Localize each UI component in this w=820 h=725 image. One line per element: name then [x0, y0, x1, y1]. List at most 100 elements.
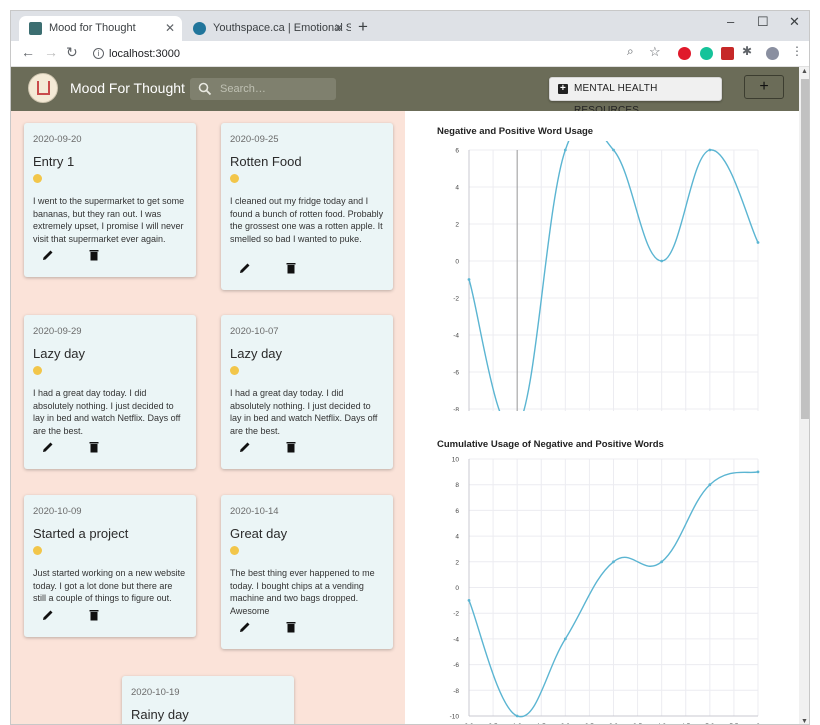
close-window-icon[interactable]: ✕: [789, 14, 800, 29]
cumulative-usage-chart[interactable]: 10 8 6 4 2 0 -2 -4 -6 -8 -10 0.0 0.5 1.0 1.5 2.0 2.5 3.0 3…: [405, 454, 799, 725]
tab-close-icon[interactable]: ✕: [333, 21, 344, 35]
delete-trash-icon[interactable]: [88, 441, 100, 453]
y-tick-label: -10: [450, 714, 460, 721]
edit-pencil-icon[interactable]: [42, 249, 54, 261]
x-tick-label: 2.5: [585, 723, 594, 725]
opera-extension-icon[interactable]: [678, 47, 691, 60]
data-point: [660, 560, 664, 564]
entry-card[interactable]: 2020-10-14 Great day The best thing ever…: [221, 495, 393, 649]
delete-trash-icon[interactable]: [88, 249, 100, 261]
entry-card[interactable]: 2020-10-09 Started a project Just starte…: [24, 495, 196, 637]
data-point: [756, 241, 760, 244]
data-point: [612, 560, 615, 564]
delete-trash-icon[interactable]: [285, 621, 297, 633]
data-point: [467, 278, 471, 281]
data-point: [708, 148, 712, 152]
url-field[interactable]: i localhost:3000: [91, 44, 731, 64]
minimize-icon[interactable]: –: [727, 14, 735, 29]
entry-card[interactable]: 2020-10-19 Rainy day: [122, 676, 294, 724]
tab-mood-for-thought[interactable]: Mood for Thought ✕: [19, 16, 182, 41]
page-scrollbar[interactable]: ▲ ▼: [799, 67, 809, 725]
new-tab-icon[interactable]: +: [358, 17, 368, 36]
browser-window: Mood for Thought ✕ Youthspace.ca | Emoti…: [10, 10, 810, 725]
tab-close-icon[interactable]: ✕: [164, 21, 175, 35]
edit-pencil-icon[interactable]: [239, 621, 251, 633]
y-tick-label: -2: [453, 296, 459, 303]
zoom-icon[interactable]: ⌕: [627, 44, 634, 58]
wordpress-favicon-icon: [193, 22, 206, 35]
y-tick-label: -2: [453, 611, 459, 618]
entry-title: Great day: [230, 526, 288, 541]
tab-youthspace[interactable]: Youthspace.ca | Emotional Suppo ✕: [183, 16, 351, 41]
y-tick-label: 0: [455, 585, 459, 592]
y-tick-label: 0: [455, 259, 459, 266]
search-icon: [198, 82, 212, 96]
entry-card[interactable]: 2020-09-25 Rotten Food I cleaned out my …: [221, 123, 393, 290]
scrollbar-thumb[interactable]: [801, 79, 809, 419]
mood-emoji-icon: [230, 174, 239, 183]
scroll-up-icon[interactable]: ▲: [801, 68, 808, 75]
entry-date: 2020-09-25: [230, 134, 279, 145]
delete-trash-icon[interactable]: [285, 441, 297, 453]
scroll-down-icon[interactable]: ▼: [801, 718, 808, 725]
delete-trash-icon[interactable]: [88, 609, 100, 621]
browser-menu-icon[interactable]: ⋮: [791, 44, 803, 58]
y-tick-label: -8: [453, 688, 459, 695]
tab-bar: Mood for Thought ✕ Youthspace.ca | Emoti…: [11, 11, 809, 41]
x-tick-label: 3.5: [633, 723, 642, 725]
y-tick-label: 2: [455, 222, 459, 229]
chart-title: Cumulative Usage of Negative and Positiv…: [437, 439, 664, 450]
reload-icon[interactable]: ↻: [66, 44, 78, 60]
search-box[interactable]: [190, 78, 336, 100]
edit-pencil-icon[interactable]: [42, 609, 54, 621]
mental-health-resources-button[interactable]: + MENTAL HEALTH RESOURCES: [549, 77, 722, 116]
forward-icon[interactable]: →: [44, 44, 58, 60]
add-box-icon: +: [558, 83, 568, 94]
mood-emoji-icon: [33, 546, 42, 555]
y-tick-label: -4: [453, 636, 459, 643]
back-icon[interactable]: ←: [21, 44, 35, 60]
edit-pencil-icon[interactable]: [239, 262, 251, 274]
mood-emoji-icon: [33, 366, 42, 375]
extensions-puzzle-icon[interactable]: ✱: [742, 44, 753, 58]
edit-pencil-icon[interactable]: [42, 441, 54, 453]
entry-card[interactable]: 2020-09-29 Lazy day I had a great day to…: [24, 315, 196, 469]
search-input[interactable]: [218, 78, 332, 100]
grammarly-extension-icon[interactable]: [700, 47, 713, 60]
add-entry-button[interactable]: +: [744, 75, 784, 99]
x-tick-label: 3.0: [609, 723, 618, 725]
mood-emoji-icon: [33, 174, 42, 183]
site-info-icon[interactable]: i: [93, 48, 104, 59]
word-usage-chart[interactable]: 6420-2-4-6-8-100.00.51.01.52.02.53.03.54…: [405, 141, 799, 411]
bookmark-star-icon[interactable]: ☆: [649, 44, 661, 59]
entry-title: Rainy day: [131, 707, 189, 722]
entry-title: Lazy day: [230, 346, 283, 361]
entry-title: Rotten Food: [230, 154, 302, 169]
delete-trash-icon[interactable]: [285, 262, 297, 274]
address-bar: ← → ↻ i localhost:3000 ⌕ ☆ ✱ ⋮: [11, 41, 809, 67]
x-tick-label: 5.0: [705, 723, 714, 725]
data-point: [563, 148, 567, 152]
x-tick-label: 4.0: [657, 723, 666, 725]
entry-body: I had a great day today. I did absolutel…: [230, 388, 378, 436]
entry-card[interactable]: 2020-09-20 Entry 1 I went to the superma…: [24, 123, 196, 277]
data-point: [756, 470, 760, 474]
entries-panel: 2020-09-20 Entry 1 I went to the superma…: [11, 111, 405, 724]
x-tick-label: 1.0: [513, 723, 522, 725]
edit-pencil-icon[interactable]: [239, 441, 251, 453]
maximize-icon[interactable]: ☐: [757, 14, 769, 29]
x-tick-label: 5.5: [729, 723, 738, 725]
entry-card[interactable]: 2020-10-07 Lazy day I had a great day to…: [221, 315, 393, 469]
entry-title: Lazy day: [33, 346, 86, 361]
entry-body: I cleaned out my fridge today and I foun…: [230, 196, 384, 244]
y-tick-label: 2: [455, 559, 459, 566]
pdf-extension-icon[interactable]: [721, 47, 734, 60]
entry-body: Just started working on a new website to…: [33, 568, 186, 603]
data-point: [515, 714, 519, 718]
url-text: localhost:3000: [109, 48, 180, 60]
y-tick-label: -4: [453, 333, 459, 340]
entry-title: Started a project: [33, 526, 129, 541]
entry-title: Entry 1: [33, 154, 75, 169]
profile-avatar[interactable]: [766, 47, 779, 60]
entry-body: I had a great day today. I did absolutel…: [33, 388, 181, 436]
